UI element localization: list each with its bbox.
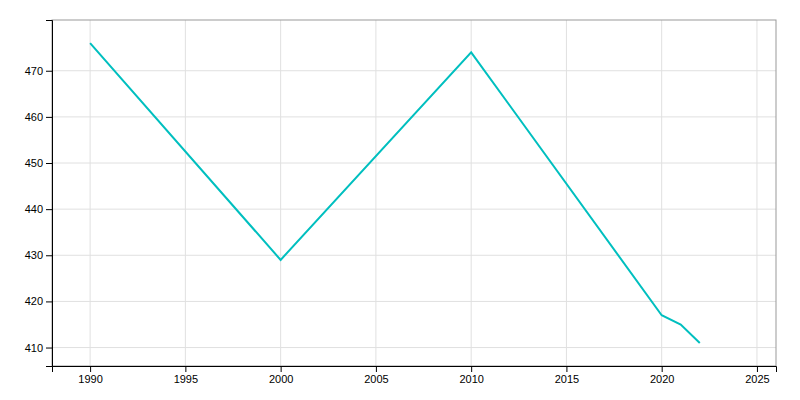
- plot: 1990 1995 2000 2005 2010 2015 2020 2025 410 420 43…: [25, 20, 777, 385]
- tick-mark: [46, 301, 52, 302]
- axis-line: [46, 21, 53, 367]
- tick: 2000: [269, 366, 293, 385]
- tick-mark: [46, 255, 52, 256]
- tick-mark: [376, 366, 377, 372]
- tick: 1995: [174, 366, 198, 385]
- grid-line: [52, 70, 776, 71]
- tick-mark: [662, 366, 663, 372]
- grid-line: [52, 301, 776, 302]
- line: [90, 43, 700, 343]
- tick-label: 2010: [459, 373, 483, 385]
- tick-label: 430: [25, 249, 43, 261]
- tick-label: 410: [25, 342, 43, 354]
- tick-mark: [46, 117, 52, 118]
- plot-frame: [52, 20, 776, 366]
- tick: 440: [25, 203, 52, 215]
- tick-label: 450: [25, 157, 43, 169]
- tick-mark: [566, 366, 567, 372]
- tick-label: 470: [25, 65, 43, 77]
- tick: 2015: [555, 366, 579, 385]
- tick-mark: [281, 366, 282, 372]
- tick: 2010: [459, 366, 483, 385]
- tick-mark: [46, 71, 52, 72]
- tick-mark: [46, 209, 52, 210]
- tick: 430: [25, 249, 52, 261]
- chart: 1990 1995 2000 2005 2010 2015 2020 2025 410 420 43…: [0, 0, 800, 400]
- tick: 450: [25, 157, 52, 169]
- tick-mark: [757, 366, 758, 372]
- grid-line: [756, 20, 757, 366]
- tick-label: 440: [25, 203, 43, 215]
- tick: 410: [25, 342, 52, 354]
- grid-line: [52, 116, 776, 117]
- tick-label: 2015: [555, 373, 579, 385]
- tick: 1990: [78, 366, 102, 385]
- tick: 2020: [650, 366, 674, 385]
- tick-label: 1990: [78, 373, 102, 385]
- y-axis: 410 420 430 440 450 460 470: [25, 21, 53, 367]
- grid-line: [471, 20, 472, 366]
- tick-label: 2000: [269, 373, 293, 385]
- grid-line: [375, 20, 376, 366]
- tick: 460: [25, 111, 52, 123]
- grid-line: [280, 20, 281, 366]
- tick: 2025: [745, 366, 769, 385]
- tick-mark: [90, 366, 91, 372]
- grid-line: [52, 163, 776, 164]
- grid-line: [90, 20, 91, 366]
- grid: [52, 20, 776, 366]
- tick-label: 460: [25, 111, 43, 123]
- tick-mark: [46, 163, 52, 164]
- grid-line: [52, 347, 776, 348]
- tick-label: 2025: [745, 373, 769, 385]
- grid-line: [52, 209, 776, 210]
- tick-label: 1995: [174, 373, 198, 385]
- tick: 470: [25, 65, 52, 77]
- axis-line: [53, 367, 777, 373]
- grid-line: [52, 255, 776, 256]
- tick-mark: [471, 366, 472, 372]
- grid-line: [566, 20, 567, 366]
- x-axis: 1990 1995 2000 2005 2010 2015 2020 2025: [53, 366, 777, 385]
- tick-label: 2005: [364, 373, 388, 385]
- tick-mark: [185, 366, 186, 372]
- tick: 2005: [364, 366, 388, 385]
- tick-mark: [46, 348, 52, 349]
- tick-label: 420: [25, 295, 43, 307]
- marks: [90, 43, 700, 343]
- tick: 420: [25, 295, 52, 307]
- grid-line: [185, 20, 186, 366]
- tick-label: 2020: [650, 373, 674, 385]
